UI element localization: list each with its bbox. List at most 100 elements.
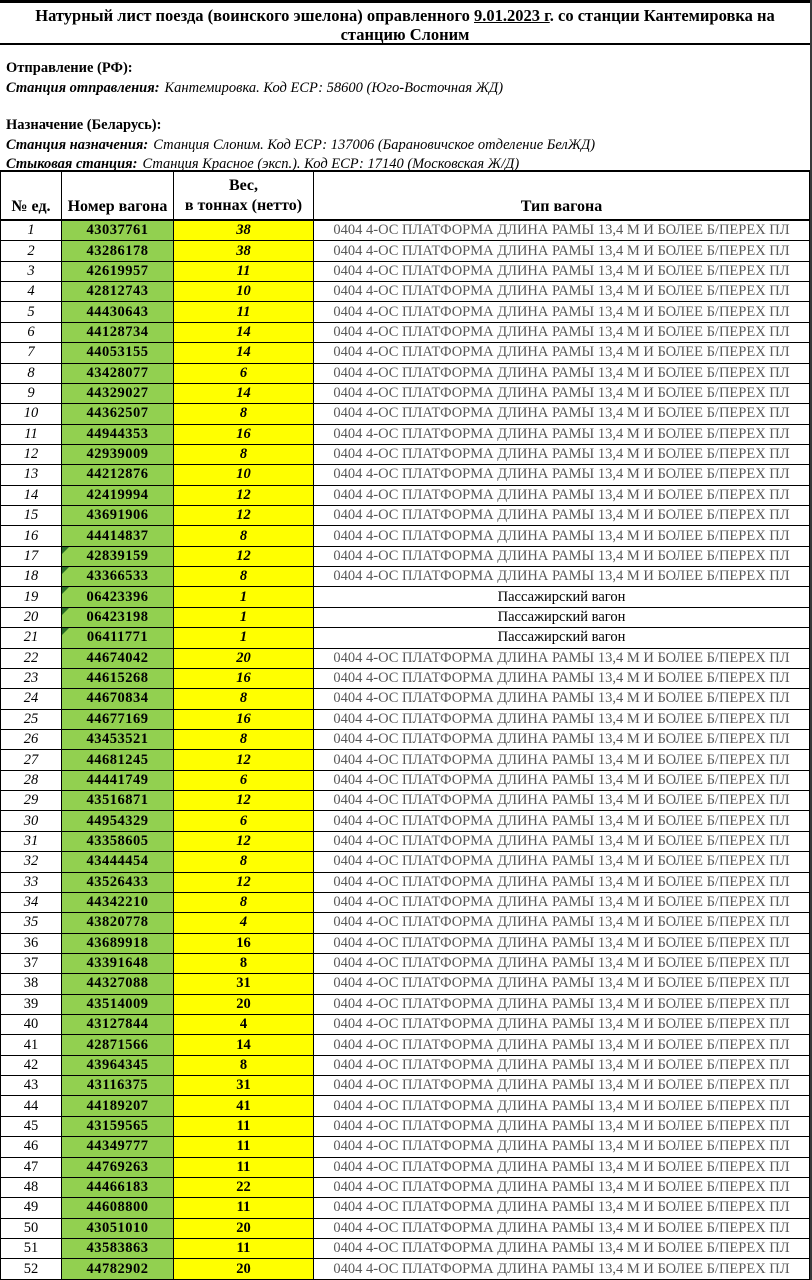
weight-cell: 38 [173, 219, 314, 242]
wagon-number-cell: 44954329 [61, 810, 174, 832]
row-number-cell: 11 [0, 423, 62, 445]
wagon-number-cell: 44782902 [61, 1258, 174, 1280]
table-row: 16 44414837 8 0404 4-ОС ПЛАТФОРМА ДЛИНА РАМ… [0, 525, 810, 547]
wagon-type-cell: 0404 4-ОС ПЛАТФОРМА ДЛИНА РАМЫ 13,4 М И … [313, 566, 810, 588]
row-number-cell: 27 [0, 749, 62, 771]
table-row: 14 42419994 12 0404 4-ОС ПЛАТФОРМА ДЛИНА РА… [0, 484, 810, 507]
row-number-cell: 25 [0, 708, 62, 730]
table-row: 10 44362507 8 0404 4-ОС ПЛАТФОРМА ДЛИНА РАМ… [0, 403, 810, 425]
wagon-number-cell: 43691906 [61, 505, 174, 527]
unit-number-header: № ед. [0, 170, 62, 221]
wagon-number-cell: 43516871 [61, 790, 174, 812]
row-number-cell: 18 [0, 566, 62, 588]
wagon-type-cell: 0404 4-ОС ПЛАТФОРМА ДЛИНА РАМЫ 13,4 М И … [313, 667, 810, 690]
wagon-type-cell: 0404 4-ОС ПЛАТФОРМА ДЛИНА РАМЫ 13,4 М И … [313, 1014, 810, 1036]
wagon-number-cell: 06423396 [61, 586, 174, 608]
table-row: 50 43051010 20 0404 4-ОС ПЛАТФОРМА ДЛИНА РА… [0, 1217, 810, 1239]
wagon-type-cell: 0404 4-ОС ПЛАТФОРМА ДЛИНА РАМЫ 13,4 М И … [313, 708, 810, 730]
table-row: 27 44681245 12 0404 4-ОС ПЛАТФОРМА ДЛИНА РА… [0, 749, 810, 771]
table-row: 4 42812743 10 0404 4-ОС ПЛАТФОРМА ДЛИНА РАМ… [0, 281, 810, 303]
table-row: 35 43820778 4 0404 4-ОС ПЛАТФОРМА ДЛИНА РАМ… [0, 912, 810, 934]
wagon-type-cell: 0404 4-ОС ПЛАТФОРМА ДЛИНА РАМЫ 13,4 М И … [313, 382, 810, 405]
wagon-number-cell: 43820778 [61, 912, 174, 934]
row-number-cell: 8 [0, 362, 62, 384]
wagon-number-cell: 44212876 [61, 464, 174, 486]
document-title: Натурный лист поезда (воинского эшелона)… [0, 0, 810, 45]
row-number-cell: 14 [0, 484, 62, 507]
wagon-type-cell: Пассажирский вагон [313, 606, 810, 629]
table-row: 2 43286178 38 0404 4-ОС ПЛАТФОРМА ДЛИНА РАМ… [0, 240, 810, 262]
wagon-type-cell: 0404 4-ОС ПЛАТФОРМА ДЛИНА РАМЫ 13,4 М И … [313, 688, 810, 710]
weight-cell: 16 [173, 423, 314, 445]
weight-cell: 14 [173, 321, 314, 344]
weight-cell: 31 [173, 1075, 314, 1097]
wagon-number-cell: 43526433 [61, 871, 174, 893]
table-row: 42 43964345 8 0404 4-ОС ПЛАТФОРМА ДЛИНА РАМ… [0, 1054, 810, 1077]
table-row: 8 43428077 6 0404 4-ОС ПЛАТФОРМА ДЛИНА РАМЫ… [0, 362, 810, 384]
wagon-number-cell: 44677169 [61, 708, 174, 730]
row-number-cell: 39 [0, 993, 62, 1016]
wagon-type-cell: 0404 4-ОС ПЛАТФОРМА ДЛИНА РАМЫ 13,4 М И … [313, 871, 810, 893]
wagon-number-cell: 44128734 [61, 321, 174, 344]
row-number-cell: 7 [0, 342, 62, 364]
row-number-cell: 17 [0, 545, 62, 568]
wagon-type-cell: 0404 4-ОС ПЛАТФОРМА ДЛИНА РАМЫ 13,4 М И … [313, 362, 810, 384]
wagon-type-cell: 0404 4-ОС ПЛАТФОРМА ДЛИНА РАМЫ 13,4 М И … [313, 749, 810, 771]
wagon-table-body: 1 43037761 38 0404 4-ОС ПЛАТФОРМА ДЛИНА РАМ… [0, 219, 810, 1280]
wagon-type-cell: 0404 4-ОС ПЛАТФОРМА ДЛИНА РАМЫ 13,4 М И … [313, 240, 810, 262]
row-number-cell: 20 [0, 606, 62, 629]
weight-cell: 14 [173, 1034, 314, 1056]
wagon-number-cell: 43051010 [61, 1217, 174, 1239]
wagon-type-cell: 0404 4-ОС ПЛАТФОРМА ДЛИНА РАМЫ 13,4 М И … [313, 403, 810, 425]
table-row: 36 43689918 16 0404 4-ОС ПЛАТФОРМА ДЛИНА РА… [0, 932, 810, 954]
weight-cell: 6 [173, 362, 314, 384]
weight-cell: 4 [173, 1014, 314, 1036]
table-row: 44 44189207 41 0404 4-ОС ПЛАТФОРМА ДЛИНА РА… [0, 1095, 810, 1117]
row-number-cell: 12 [0, 443, 62, 466]
weight-cell: 11 [173, 1156, 314, 1178]
wagon-number-cell: 44329027 [61, 382, 174, 405]
departure-section-header: Отправление (РФ): [6, 59, 810, 79]
table-row: 3 42619957 11 0404 4-ОС ПЛАТФОРМА ДЛИНА РАМ… [0, 260, 810, 283]
table-row: 25 44677169 16 0404 4-ОС ПЛАТФОРМА ДЛИНА РА… [0, 708, 810, 730]
row-number-cell: 44 [0, 1095, 62, 1117]
table-row: 18 43366533 8 0404 4-ОС ПЛАТФОРМА ДЛИНА РАМ… [0, 566, 810, 588]
wagon-type-cell: 0404 4-ОС ПЛАТФОРМА ДЛИНА РАМЫ 13,4 М И … [313, 769, 810, 792]
wagon-number-cell: 44674042 [61, 647, 174, 669]
row-number-cell: 38 [0, 973, 62, 995]
row-number-cell: 35 [0, 912, 62, 934]
table-row: 32 43444454 8 0404 4-ОС ПЛАТФОРМА ДЛИНА РАМ… [0, 851, 810, 873]
row-number-cell: 50 [0, 1217, 62, 1239]
row-number-cell: 41 [0, 1034, 62, 1056]
weight-cell: 8 [173, 891, 314, 914]
row-number-cell: 5 [0, 301, 62, 323]
weight-cell: 8 [173, 1054, 314, 1077]
table-row: 34 44342210 8 0404 4-ОС ПЛАТФОРМА ДЛИНА РАМ… [0, 891, 810, 914]
row-number-cell: 28 [0, 769, 62, 792]
wagon-type-cell: 0404 4-ОС ПЛАТФОРМА ДЛИНА РАМЫ 13,4 М И … [313, 1217, 810, 1239]
row-number-cell: 9 [0, 382, 62, 405]
table-row: 30 44954329 6 0404 4-ОС ПЛАТФОРМА ДЛИНА РАМ… [0, 810, 810, 832]
row-number-cell: 10 [0, 403, 62, 425]
wagon-number-cell: 43444454 [61, 851, 174, 873]
weight-cell: 11 [173, 1115, 314, 1138]
wagon-number-cell: 42839159 [61, 545, 174, 568]
row-number-cell: 2 [0, 240, 62, 262]
table-row: 39 43514009 20 0404 4-ОС ПЛАТФОРМА ДЛИНА РА… [0, 993, 810, 1016]
wagon-number-cell: 44053155 [61, 342, 174, 364]
wagon-number-cell: 43159565 [61, 1115, 174, 1138]
row-number-cell: 37 [0, 952, 62, 975]
table-row: 33 43526433 12 0404 4-ОС ПЛАТФОРМА ДЛИНА РА… [0, 871, 810, 893]
weight-cell: 12 [173, 871, 314, 893]
destination-station-value: Станция Слоним. Код ЕСР: 137006 (Баранов… [153, 136, 596, 153]
table-row: 7 44053155 14 0404 4-ОС ПЛАТФОРМА ДЛИНА РАМ… [0, 342, 810, 364]
weight-cell: 16 [173, 667, 314, 690]
wagon-number-cell: 44608800 [61, 1197, 174, 1219]
wagon-number-cell: 44362507 [61, 403, 174, 425]
wagon-number-cell: 43689918 [61, 932, 174, 954]
row-number-cell: 22 [0, 647, 62, 669]
row-number-cell: 21 [0, 627, 62, 649]
wagon-table: № ед. Номер вагона Вес, в тоннах (нетто)… [0, 170, 810, 1280]
row-number-cell: 29 [0, 790, 62, 812]
